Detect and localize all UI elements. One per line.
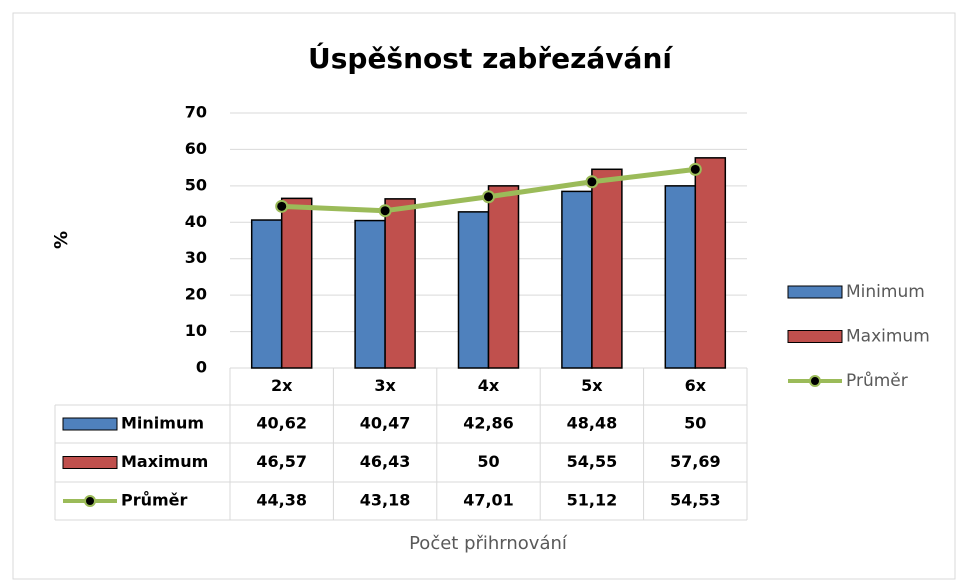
table-row-label: Průměr (121, 491, 188, 510)
bar (591, 168, 623, 369)
bar (250, 219, 283, 369)
table-row-label: Maximum (121, 452, 208, 471)
legend-key (809, 375, 821, 387)
table-cell: 54,55 (567, 452, 618, 471)
chart-title: Úspěšnost zabřezávání (308, 41, 673, 75)
bar (457, 211, 490, 369)
legend-key (787, 285, 843, 299)
legend-key (787, 330, 843, 343)
table-cell: 48,48 (567, 414, 618, 433)
table-cell: 46,57 (256, 452, 307, 471)
bar (561, 190, 593, 369)
table-cell: 54,53 (670, 491, 721, 510)
y-tick-label: 60 (185, 139, 207, 158)
category-label: 4x (478, 376, 500, 395)
marker (275, 199, 289, 213)
bar (354, 219, 386, 369)
table-cell: 44,38 (256, 491, 307, 510)
marker (585, 175, 599, 189)
table-cell: 50 (684, 414, 706, 433)
legend-key (62, 417, 118, 431)
marker (378, 204, 392, 218)
legend-key (62, 456, 118, 469)
table-cell: 50 (477, 452, 499, 471)
y-tick-label: 20 (185, 285, 207, 304)
table-cell: 40,47 (360, 414, 411, 433)
category-label: 2x (271, 376, 293, 395)
y-tick-label: 0 (196, 358, 207, 377)
table-cell: 46,43 (360, 452, 411, 471)
y-axis-title: % (51, 231, 72, 249)
bar (280, 197, 313, 369)
legend-label: Průměr (846, 371, 908, 391)
table-cell: 47,01 (463, 491, 514, 510)
marker (482, 190, 495, 204)
category-label: 3x (374, 376, 396, 395)
table-cell: 51,12 (567, 491, 618, 510)
legend-key (84, 495, 96, 507)
table-cell: 42,86 (463, 414, 514, 433)
legend-label: Minimum (846, 282, 925, 302)
legend-label: Maximum (846, 327, 930, 347)
bar (384, 198, 416, 369)
y-tick-label: 70 (185, 103, 207, 122)
table-row-label: Minimum (121, 414, 204, 433)
y-tick-label: 10 (185, 321, 207, 340)
category-label: 5x (581, 376, 603, 395)
marker (688, 162, 702, 176)
y-tick-label: 40 (185, 212, 207, 231)
category-label: 6x (685, 376, 707, 395)
x-axis-title: Počet přihrnování (409, 533, 568, 554)
bar (694, 157, 727, 369)
y-tick-label: 50 (185, 175, 207, 194)
table-cell: 40,62 (256, 414, 307, 433)
table-cell: 43,18 (360, 491, 411, 510)
table-cell: 57,69 (670, 452, 721, 471)
y-tick-label: 30 (185, 248, 207, 267)
bar (664, 185, 697, 369)
bar (487, 185, 520, 369)
